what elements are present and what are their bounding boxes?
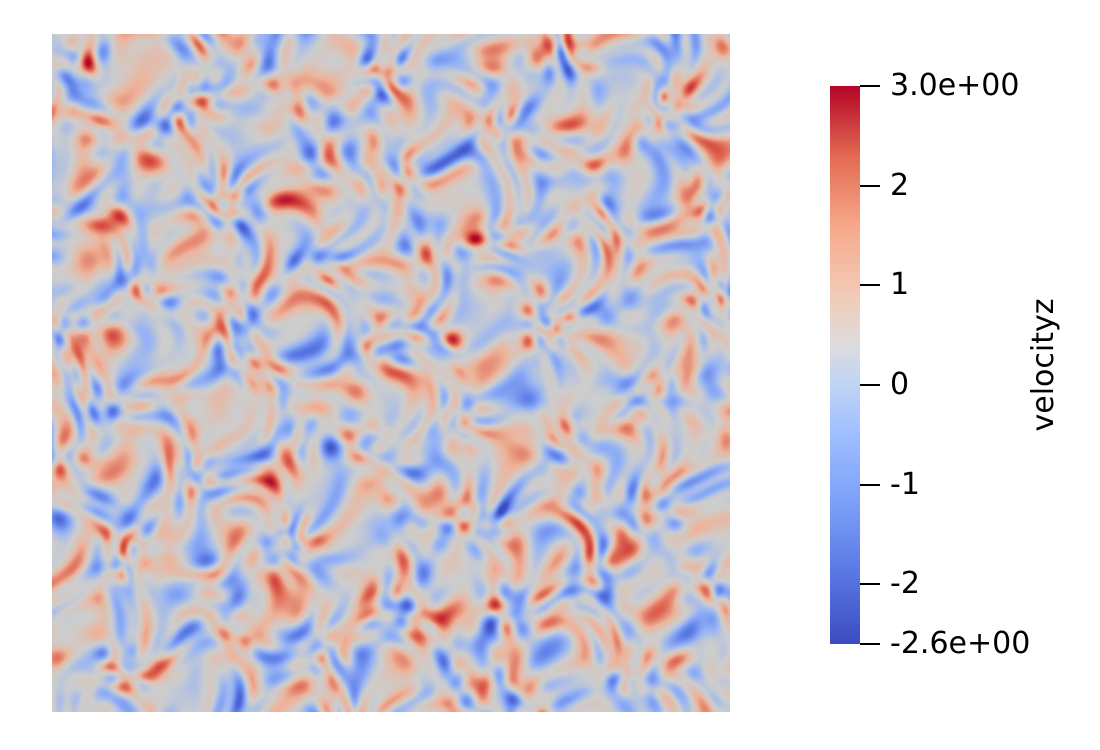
colorbar-tick-mark [860,383,880,386]
colorbar-tick-label: 1 [890,267,910,303]
colorbar-tick-mark [860,643,880,645]
velocity-field-image [52,34,730,712]
colorbar-tick-label: 3.0e+00 [890,68,1020,103]
colorbar-tick-label: 0 [890,366,910,402]
colorbar-tick-label: -2.6e+00 [890,626,1031,661]
colorbar-title: velocityz [1026,298,1061,432]
colorbar-tick-mark [860,583,880,586]
colorbar-tick-mark [860,284,880,287]
colorbar-tick-label: -1 [890,466,920,502]
colorbar-tick-label: -2 [890,566,920,602]
colorbar-gradient [830,86,860,644]
colorbar-tick-label: 2 [890,167,910,203]
colorbar-tick-mark [860,184,880,187]
colorbar-tick-mark [860,85,880,87]
colorbar-tick-mark [860,483,880,486]
